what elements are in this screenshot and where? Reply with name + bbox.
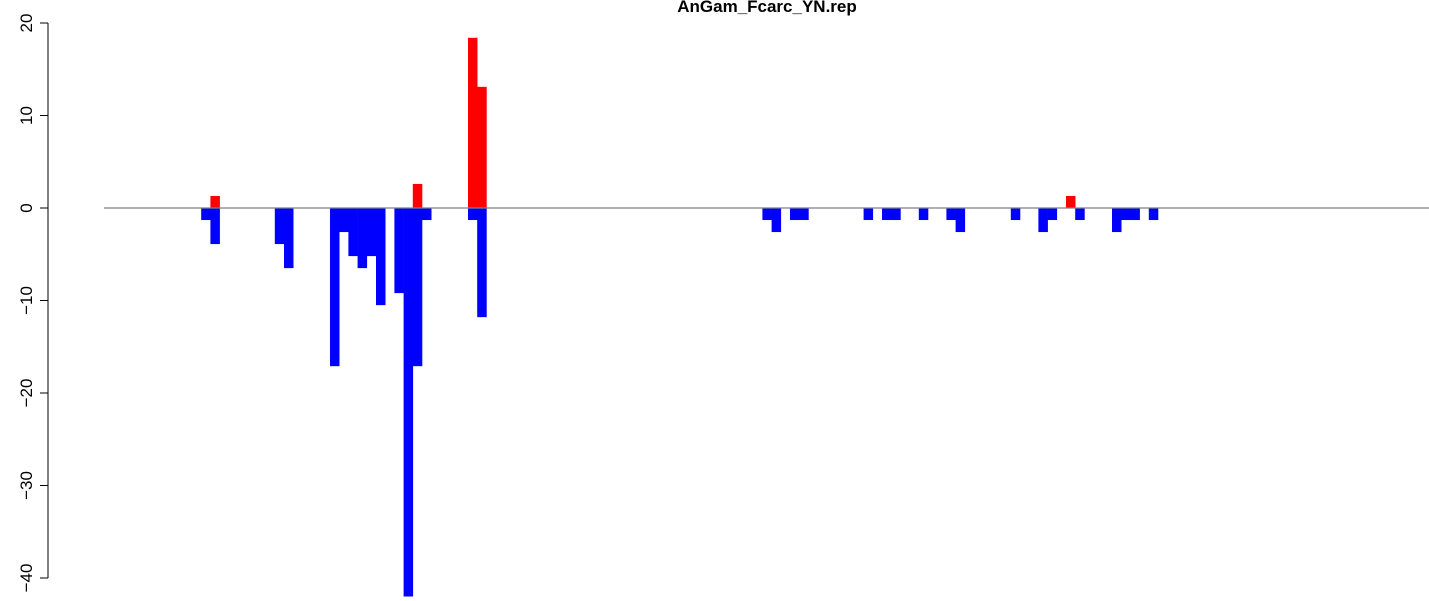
chart-title: AnGam_Fcarc_YN.rep [677, 0, 857, 16]
bar [1121, 208, 1131, 221]
bar [422, 208, 432, 221]
bar [468, 37, 478, 208]
bar [799, 208, 809, 221]
y-axis-ticks: −40 −30 −20 −10 0 10 20 [17, 14, 48, 593]
y-tick-label: −30 [17, 471, 36, 500]
bar [394, 208, 404, 294]
y-tick-label: 10 [17, 106, 36, 125]
bar [468, 208, 478, 221]
bar [366, 208, 377, 257]
bar [412, 183, 423, 208]
y-tick-label: 20 [17, 14, 36, 33]
bar [790, 208, 800, 221]
bar [1010, 208, 1021, 221]
bar [210, 208, 220, 245]
bar [339, 208, 349, 233]
bar [274, 208, 285, 245]
y-tick-label: −40 [17, 564, 36, 593]
bar [762, 208, 772, 221]
y-tick-label: −10 [17, 286, 36, 315]
bar [201, 208, 211, 221]
bar [412, 208, 423, 367]
bar [946, 208, 956, 221]
bar [1130, 208, 1140, 221]
bar [348, 208, 358, 257]
bar [376, 208, 386, 306]
bars [201, 37, 1159, 597]
bar [1047, 208, 1058, 221]
bar [1148, 208, 1159, 221]
bar [1112, 208, 1122, 233]
bar [357, 208, 368, 269]
bar [284, 208, 294, 269]
bar [330, 208, 340, 367]
bar [477, 208, 487, 318]
bar [771, 208, 782, 233]
bar [1038, 208, 1048, 233]
bar [477, 86, 487, 208]
bar [403, 208, 414, 597]
bar [955, 208, 966, 233]
bar [891, 208, 901, 221]
bar [918, 208, 929, 221]
bar [882, 208, 892, 221]
bar [1066, 195, 1076, 208]
y-tick-label: −20 [17, 379, 36, 408]
bar [210, 195, 220, 208]
bar [1075, 208, 1085, 221]
y-tick-label: 0 [17, 203, 36, 212]
bar [863, 208, 874, 221]
